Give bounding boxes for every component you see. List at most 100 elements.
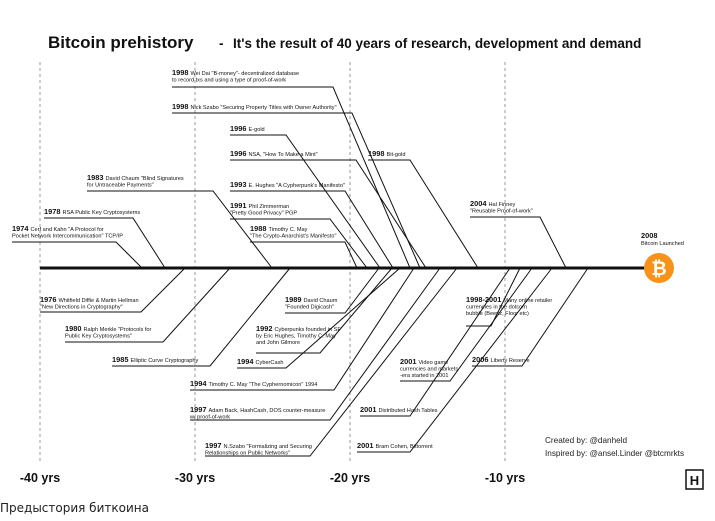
event-year: 1998 (368, 149, 387, 158)
bottom-branch-line (285, 267, 380, 314)
bottom-branch-line (65, 267, 231, 343)
event-text: Liberty Reserve (491, 358, 530, 364)
event-year: 1998 (172, 68, 191, 77)
bottom-branch-line (40, 267, 186, 313)
top-branch-line (230, 159, 427, 269)
top-event: 1983 David Chaum "Blind Signatures for Un… (87, 173, 184, 188)
svg-text:H: H (690, 473, 699, 488)
event-year: 1988 (250, 224, 269, 233)
event-text: Cerf and Kahn "A Protocol for (31, 227, 104, 233)
top-branch-line (12, 241, 143, 269)
event-text: "The Crypto-Anarchist's Manifesto" (250, 233, 337, 239)
top-event: 1998 Wei Dai "B-money"- decentralized da… (172, 68, 299, 83)
event-year: 1985 (112, 355, 131, 364)
event-year: 1991 (230, 201, 249, 210)
event-text: Cyberpunks founded in SF (275, 327, 342, 333)
event-text: Timothy C. May "The Cyphernomicon" 1994 (209, 382, 318, 388)
bottom-event: 1998-2001 Many online retailer currencies… (466, 295, 552, 317)
event-year: 2001 (360, 405, 379, 414)
top-branch-line (470, 216, 567, 269)
event-year: 2001 (357, 441, 376, 450)
event-text: Hal Finney (489, 202, 516, 208)
bottom-branch-line (360, 267, 511, 417)
event-text: RSA Public Key Cryptosystems (63, 210, 141, 216)
event-text: -era started in 2001 (400, 373, 449, 379)
event-year: 1996 (230, 149, 249, 158)
event-year: 1976 (40, 295, 59, 304)
publisher-logo: H (685, 469, 704, 490)
decade-gridlines (39, 62, 506, 462)
bottom-branch-line (205, 267, 458, 457)
bottom-branch-line (190, 267, 415, 391)
event-text: CyberCash (256, 360, 284, 366)
axis-label: -20 yrs (330, 471, 370, 485)
event-year: 2001 (400, 357, 419, 366)
event-text: Elliptic Curve Cryptography (131, 358, 199, 364)
event-labels: 1998 Wei Dai "B-money"- decentralized da… (12, 68, 552, 456)
event-year: 1997 (205, 441, 224, 450)
bottom-branch-line (400, 267, 533, 382)
event-year: 2006 (472, 355, 491, 364)
bottom-event: 1997 N.Szabo "Formalizing and Securing Re… (205, 441, 312, 456)
event-text: "Pretty Good Privacy" PGP (230, 210, 297, 216)
axis-label: -40 yrs (20, 471, 60, 485)
event-text: NSA, "How To Make a Mint" (249, 152, 318, 158)
top-branch-line (44, 217, 166, 269)
event-year: 1974 (12, 224, 31, 233)
credit-inspired: Inspired by: @ansel.Linder @btcmrkts (545, 449, 684, 458)
top-event: 2004 Hal Finney "Reusable Proof-of-work" (470, 199, 533, 214)
bottom-event: 1994 CyberCash (237, 357, 283, 366)
launch-year: 2008 (641, 231, 657, 240)
diagram-subtitle: It's the result of 40 years of research,… (233, 36, 641, 51)
event-text: "Founded Digicash" (285, 304, 334, 310)
event-year: 1998 (172, 102, 191, 111)
event-text: currencies in the dotcom (466, 304, 527, 310)
top-branch-line (230, 218, 368, 269)
bottom-event: 2006 Liberty Reserve (472, 355, 530, 364)
event-text: Whitfield Diffie & Martin Hellman (59, 298, 139, 304)
launch-label: Bitcoin Launched (641, 241, 684, 247)
top-branch-line (172, 112, 421, 269)
event-text: to record txs and using a type of proof-… (172, 77, 286, 83)
top-event: 1996 NSA, "How To Make a Mint" (230, 149, 318, 158)
event-text: David Chaum "Blind Signatures (106, 176, 184, 182)
axis-label: -10 yrs (485, 471, 525, 485)
event-year: 1996 (230, 124, 249, 133)
bitcoin-launch: 2008 Bitcoin Launched ₿ (641, 231, 684, 283)
top-event: 1996 E-gold (230, 124, 265, 133)
event-text: Adam Back, HashCash, DOS counter-measure (209, 408, 326, 414)
top-event: 1998 Nick Szabo "Securing Property Title… (172, 102, 337, 111)
event-year: 1989 (285, 295, 304, 304)
top-event: 1974 Cerf and Kahn "A Protocol for Pocket… (12, 224, 123, 239)
bottom-event: 1994 Timothy C. May "The Cyphernomicon" … (190, 379, 317, 388)
event-text: Wei Dai "B-money"- decentralized databas… (191, 71, 300, 77)
bottom-branch-line (357, 267, 553, 453)
event-text: Timothy C. May (269, 227, 308, 233)
bottom-branch-line (112, 267, 291, 367)
event-text: Bram Cohen, Bittorrent (376, 444, 434, 450)
top-event: 1991 Phil Zimmerman "Pretty Good Privacy"… (230, 201, 297, 216)
event-text: Many online retailer (503, 298, 552, 304)
event-text: Video game (419, 360, 449, 366)
event-text: "New Directions in Cryptography" (40, 304, 123, 310)
event-year: 1992 (256, 324, 275, 333)
event-year: 1980 (65, 324, 84, 333)
top-event: 1988 Timothy C. May "The Crypto-Anarchist… (250, 224, 337, 239)
bitcoin-symbol: ₿ (651, 258, 666, 280)
bottom-branch-line (190, 267, 441, 421)
top-event: 1978 RSA Public Key Cryptosystems (44, 207, 140, 216)
top-branch-line (368, 159, 479, 269)
event-text: Pocket Network Intercommunication" TCP/I… (12, 233, 123, 239)
event-text: and John Gilmore (256, 340, 300, 346)
bitcoin-icon (644, 253, 674, 283)
event-text: Ralph Merkle "Protocols for (84, 327, 152, 333)
event-text: Nick Szabo "Securing Property Titles wit… (191, 105, 337, 111)
bottom-event: 1985 Elliptic Curve Cryptography (112, 355, 198, 364)
event-year: 1994 (190, 379, 209, 388)
event-text: by Eric Hughes, Timothy C. May (256, 333, 336, 339)
diagram-title: Bitcoin prehistory (48, 33, 194, 52)
event-year: 2004 (470, 199, 489, 208)
image-caption: Предыстория биткоина (0, 501, 149, 515)
axis-year-labels: -40 yrs -30 yrs -20 yrs -10 yrs (20, 471, 525, 485)
